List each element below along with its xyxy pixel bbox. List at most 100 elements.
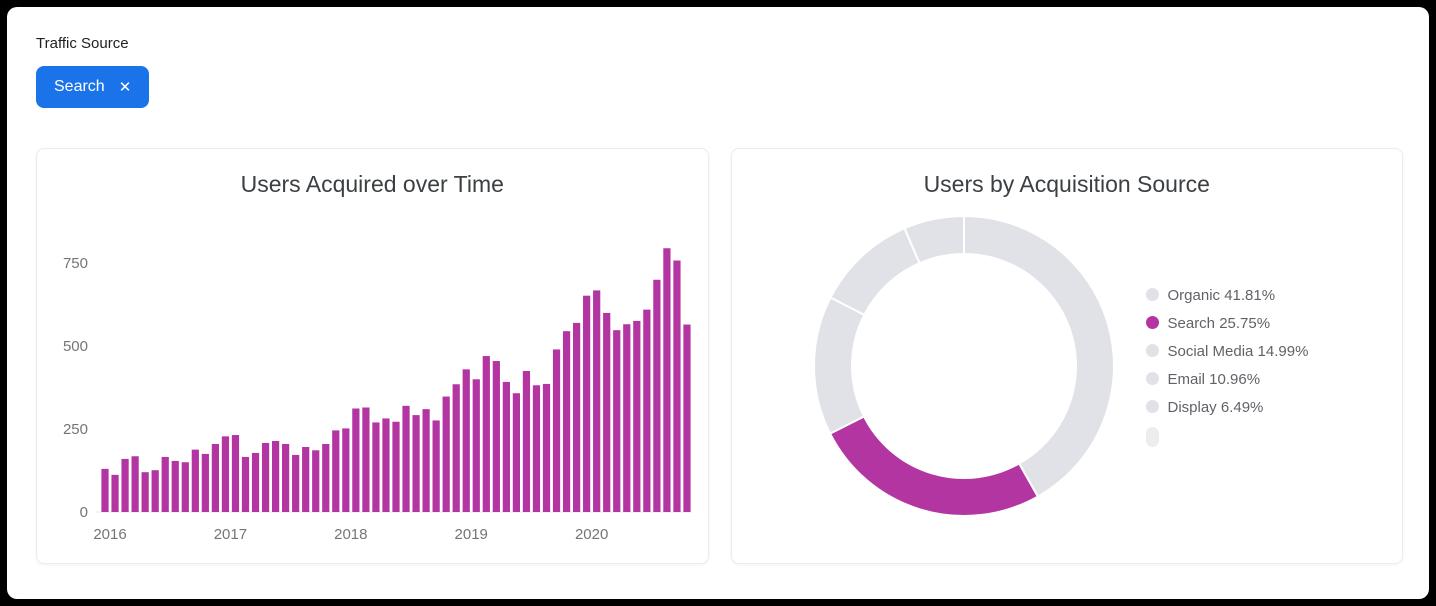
donut-chart-card: Users by Acquisition Source Organic 41.8… — [730, 148, 1403, 564]
donut-slice-display[interactable] — [902, 214, 965, 265]
legend-label: Search 25.75% — [1167, 315, 1271, 332]
bar[interactable] — [503, 381, 511, 512]
bar[interactable] — [563, 331, 571, 512]
donut-slice-social-media[interactable] — [812, 296, 866, 435]
legend-item-email[interactable]: Email 10.96% — [1145, 369, 1336, 390]
traffic-source-chip[interactable]: Search ✕ — [36, 66, 150, 108]
bar[interactable] — [171, 460, 180, 512]
chip-close-icon[interactable]: ✕ — [118, 78, 132, 96]
donut-slice-search[interactable] — [828, 415, 1039, 517]
bar[interactable] — [372, 422, 380, 512]
bar[interactable] — [382, 418, 390, 512]
bar[interactable] — [342, 428, 350, 512]
legend-label: Organic 41.81% — [1167, 287, 1276, 304]
bar[interactable] — [553, 349, 561, 512]
bar[interactable] — [111, 474, 119, 512]
bar[interactable] — [161, 456, 170, 512]
legend-dot — [1145, 316, 1159, 329]
charts-row: Users Acquired over Time 0 250 500 750 2016 2… — [36, 148, 1403, 564]
bar[interactable] — [533, 385, 541, 512]
legend-dot — [1145, 288, 1159, 301]
bar[interactable] — [513, 393, 521, 512]
bar[interactable] — [603, 312, 611, 512]
bar[interactable] — [242, 456, 250, 512]
bar[interactable] — [593, 290, 601, 512]
bar[interactable] — [663, 248, 671, 512]
filter-bar: Traffic Source Search ✕ — [36, 35, 1403, 108]
bar[interactable] — [472, 379, 481, 512]
legend-label: Email 10.96% — [1167, 371, 1261, 388]
bar[interactable] — [201, 453, 210, 512]
bar[interactable] — [462, 369, 471, 512]
legend-item-partial — [1145, 427, 1159, 447]
legend-item-organic[interactable]: Organic 41.81% — [1145, 285, 1336, 306]
bar[interactable] — [292, 454, 300, 512]
x-tick-label: 2019 — [455, 526, 488, 543]
y-tick-label: 750 — [63, 255, 88, 272]
bar[interactable] — [402, 405, 410, 512]
y-tick-label: 0 — [80, 504, 88, 521]
bar-chart-card: Users Acquired over Time 0 250 500 750 2016 2… — [36, 148, 709, 564]
bar-chart: 0 250 500 750 2016 2017 2018 2019 2020 — [63, 248, 693, 543]
bar[interactable] — [181, 462, 190, 512]
bar[interactable] — [573, 322, 581, 512]
bar[interactable] — [272, 441, 280, 512]
bar[interactable] — [121, 458, 129, 512]
bar[interactable] — [623, 324, 631, 512]
donut-slice-organic[interactable] — [962, 214, 1115, 498]
donut-slice-email[interactable] — [828, 226, 921, 317]
bar[interactable] — [302, 446, 310, 512]
legend-item-search[interactable]: Search 25.75% — [1145, 313, 1336, 334]
bar[interactable] — [312, 450, 320, 512]
bar[interactable] — [222, 436, 230, 512]
bar[interactable] — [131, 456, 139, 512]
bar[interactable] — [322, 443, 330, 512]
legend-item-social-media[interactable]: Social Media 14.99% — [1145, 341, 1336, 362]
dashboard-page: Traffic Source Search ✕ Users Acquired o… — [7, 7, 1429, 599]
legend-dot — [1145, 344, 1159, 357]
bar[interactable] — [232, 435, 240, 512]
bar[interactable] — [412, 415, 420, 512]
bar[interactable] — [332, 430, 340, 512]
legend-dot — [1145, 400, 1159, 413]
donut-chart-title: Users by Acquisition Source — [923, 171, 1210, 197]
bar[interactable] — [613, 330, 621, 512]
bar[interactable] — [492, 361, 501, 512]
legend-item-display[interactable]: Display 6.49% — [1145, 397, 1336, 418]
bar[interactable] — [442, 396, 451, 512]
bar[interactable] — [191, 449, 200, 512]
bar[interactable] — [212, 443, 220, 512]
bar[interactable] — [252, 452, 260, 512]
legend-label: Display 6.49% — [1167, 399, 1264, 416]
bar[interactable] — [141, 472, 150, 512]
bar[interactable] — [101, 468, 109, 512]
bar[interactable] — [633, 320, 641, 512]
legend-label: Social Media 14.99% — [1167, 343, 1309, 360]
x-tick-label: 2020 — [575, 526, 608, 543]
bar[interactable] — [583, 295, 591, 512]
y-tick-label: 500 — [63, 338, 88, 355]
bar[interactable] — [151, 470, 160, 512]
chip-label: Search — [54, 78, 105, 95]
bar[interactable] — [683, 324, 691, 512]
x-tick-label: 2018 — [334, 526, 367, 543]
bar[interactable] — [482, 356, 491, 512]
bar[interactable] — [653, 279, 661, 512]
bar[interactable] — [673, 260, 681, 512]
y-tick-label: 250 — [63, 421, 88, 438]
bar[interactable] — [422, 409, 430, 512]
bar-chart-title: Users Acquired over Time — [240, 171, 504, 197]
bar[interactable] — [643, 309, 651, 512]
bar[interactable] — [392, 421, 400, 512]
bar[interactable] — [452, 384, 461, 512]
donut-legend: Organic 41.81% Search 25.75% Social Media … — [1145, 285, 1336, 447]
legend-dot — [1145, 372, 1159, 385]
bar[interactable] — [362, 407, 370, 512]
bar[interactable] — [282, 443, 290, 512]
bar[interactable] — [352, 408, 360, 512]
x-tick-label: 2017 — [214, 526, 247, 543]
bar[interactable] — [523, 371, 531, 512]
bar[interactable] — [543, 383, 551, 512]
bar[interactable] — [262, 442, 270, 512]
bar[interactable] — [432, 420, 440, 512]
